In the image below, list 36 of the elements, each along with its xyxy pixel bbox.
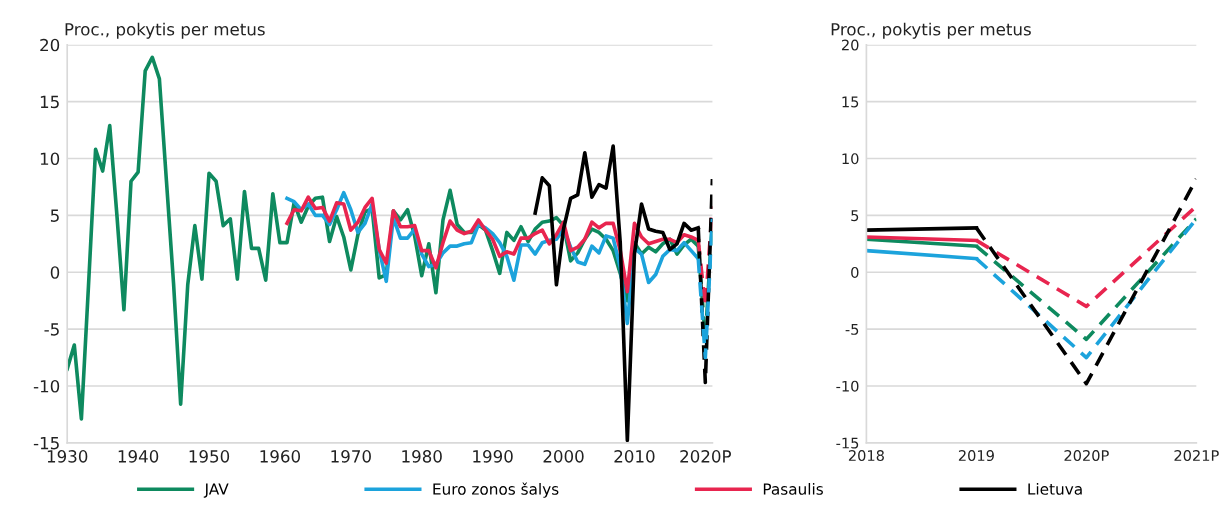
- y-axis-title: Proc., pokytis per metus: [65, 22, 265, 39]
- x-tick-label: 1990: [473, 450, 513, 463]
- x-tick-label: 2000: [543, 450, 584, 463]
- y-tick-label: -15: [836, 437, 859, 449]
- y-tick-label: 15: [842, 96, 859, 108]
- y-tick-label: 5: [851, 210, 859, 222]
- y-tick-label: -5: [44, 323, 59, 336]
- x-tick-label: 2018: [848, 450, 884, 462]
- y-tick-label: 20: [841, 39, 859, 51]
- legend-label: Lietuva: [1028, 483, 1082, 495]
- y-tick-label: 10: [40, 152, 60, 166]
- x-tick-label: 1950: [189, 450, 230, 463]
- x-tick-label: 1940: [118, 450, 159, 463]
- y-tick-label: -15: [33, 437, 59, 450]
- x-tick-label: 1970: [331, 450, 371, 463]
- x-tick-label: 2020P: [680, 450, 731, 463]
- legend-label: Pasaulis: [763, 483, 823, 495]
- x-tick-label: 1980: [402, 450, 442, 463]
- x-tick-label: 2020P: [1064, 450, 1109, 462]
- x-tick-label: 1960: [260, 450, 301, 463]
- y-tick-label: 20: [40, 38, 60, 52]
- x-tick-label: 1930: [47, 450, 88, 463]
- x-tick-label: 2021P: [1174, 450, 1219, 462]
- x-tick-label: 2019: [958, 450, 994, 462]
- y-tick-label: 0: [50, 266, 60, 279]
- y-tick-label: 5: [50, 209, 59, 222]
- y-tick-label: -10: [836, 380, 859, 392]
- y-tick-label: -10: [33, 379, 60, 393]
- x-tick-label: 2010: [614, 450, 655, 463]
- y-axis-title: Proc., pokytis per metus: [831, 22, 1031, 39]
- y-tick-label: 10: [842, 153, 859, 165]
- legend-label: Euro zonos šalys: [433, 482, 559, 498]
- y-tick-label: 15: [40, 95, 59, 109]
- y-tick-label: 0: [851, 266, 859, 278]
- y-tick-label: -5: [845, 324, 859, 335]
- legend-label: JAV: [203, 483, 229, 498]
